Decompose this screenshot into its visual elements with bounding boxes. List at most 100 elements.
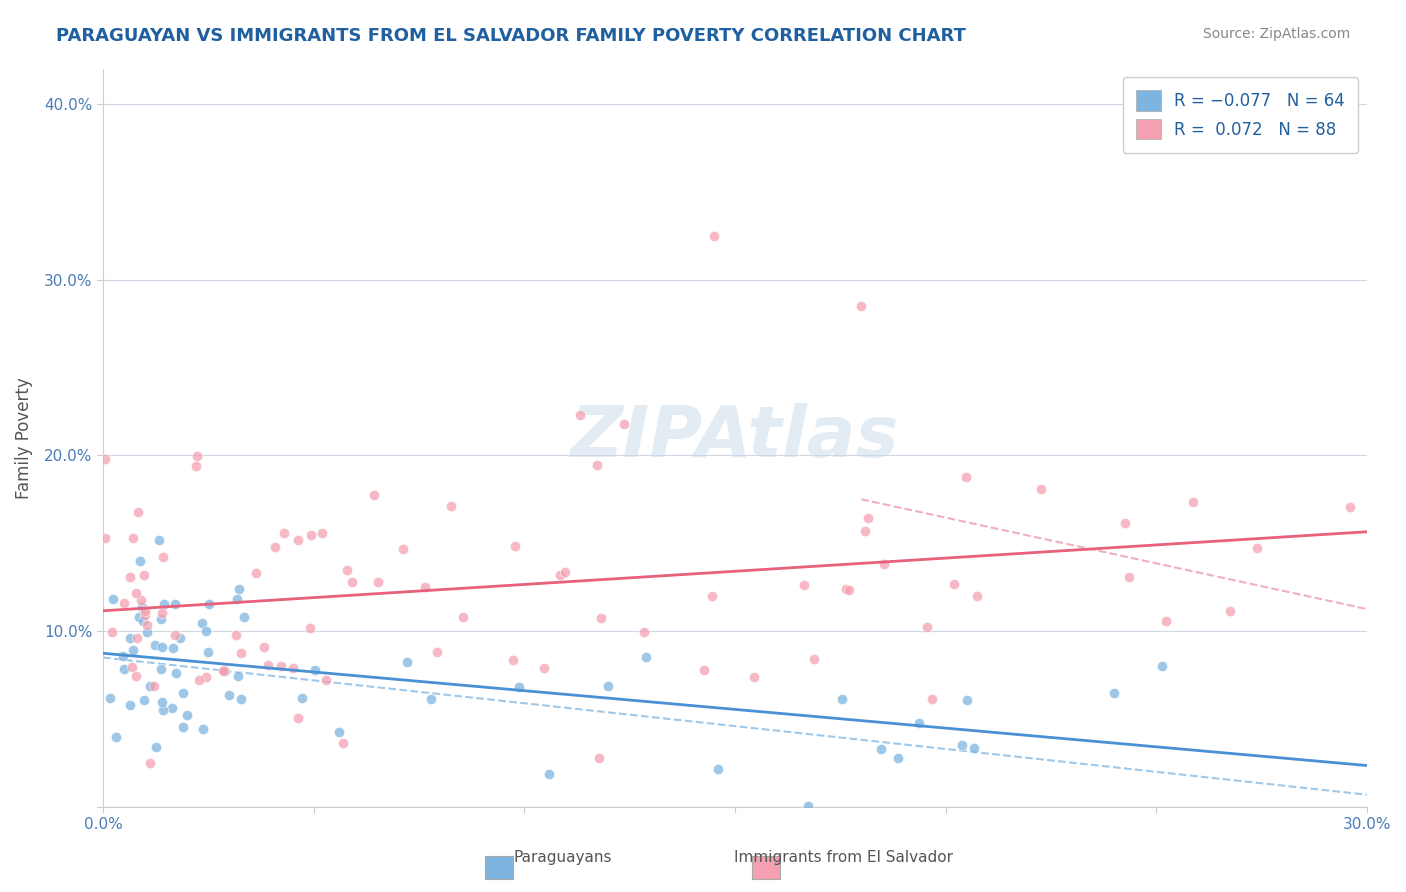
Point [145, 638, 167, 652]
Point [131, 600, 153, 615]
Point [870, 741, 893, 756]
Point [150, 695, 173, 709]
Point [225, 628, 247, 642]
Point [163, 628, 186, 642]
Legend: R = −0.077   N = 64, R =  0.072   N = 88: R = −0.077 N = 64, R = 0.072 N = 88 [1122, 77, 1358, 153]
Point [858, 510, 880, 524]
Point [229, 646, 252, 660]
Point [853, 524, 876, 539]
Point [212, 663, 235, 677]
Point [218, 688, 240, 702]
Point [1154, 614, 1177, 628]
Point [149, 612, 172, 626]
Point [966, 589, 988, 603]
Text: Paraguayans: Paraguayans [513, 850, 612, 865]
Point [281, 661, 304, 675]
Point [127, 505, 149, 519]
Point [273, 525, 295, 540]
Point [588, 751, 610, 765]
Point [128, 610, 150, 624]
Point [263, 540, 285, 554]
Point [963, 741, 986, 756]
Point [291, 691, 314, 706]
Point [703, 228, 725, 243]
Point [887, 751, 910, 765]
Point [440, 499, 463, 513]
Point [508, 680, 530, 694]
Point [332, 736, 354, 750]
Point [172, 720, 194, 734]
Point [908, 715, 931, 730]
Point [132, 693, 155, 707]
Point [94, 531, 117, 545]
Point [554, 565, 576, 579]
Point [299, 528, 322, 542]
Point [160, 701, 183, 715]
Point [145, 740, 167, 755]
Point [298, 621, 321, 635]
Point [955, 470, 977, 484]
Point [1029, 483, 1052, 497]
Point [128, 553, 150, 567]
Point [198, 597, 221, 611]
Point [586, 458, 609, 472]
Point [228, 582, 250, 596]
Point [150, 640, 173, 654]
Point [139, 679, 162, 693]
Point [165, 665, 187, 680]
Point [256, 658, 278, 673]
Point [104, 730, 127, 744]
Point [1114, 516, 1136, 530]
Point [598, 679, 620, 693]
Point [134, 607, 156, 622]
Point [336, 563, 359, 577]
Point [253, 640, 276, 654]
Point [569, 408, 592, 422]
Point [831, 691, 853, 706]
Point [835, 582, 858, 597]
Point [1339, 500, 1361, 515]
Point [1118, 569, 1140, 583]
Point [125, 585, 148, 599]
Point [134, 604, 156, 618]
Point [245, 566, 267, 580]
Point [153, 597, 176, 611]
Point [367, 575, 389, 590]
Point [956, 693, 979, 707]
Point [101, 624, 124, 639]
Point [311, 526, 333, 541]
Point [226, 669, 249, 683]
Point [538, 767, 561, 781]
Point [548, 568, 571, 582]
Point [112, 649, 135, 664]
Point [121, 660, 143, 674]
Point [172, 686, 194, 700]
Point [163, 597, 186, 611]
Point [112, 661, 135, 675]
Point [851, 299, 873, 313]
Y-axis label: Family Poverty: Family Poverty [15, 377, 32, 499]
Point [188, 673, 211, 687]
Point [419, 692, 441, 706]
Point [287, 711, 309, 725]
Point [150, 662, 173, 676]
Point [127, 631, 149, 645]
Point [229, 691, 252, 706]
Point [162, 640, 184, 655]
Point [233, 609, 256, 624]
Point [212, 664, 235, 678]
Point [921, 691, 943, 706]
Point [340, 574, 363, 589]
Point [693, 663, 716, 677]
Point [120, 698, 142, 712]
Point [122, 643, 145, 657]
Point [169, 631, 191, 645]
Point [142, 680, 165, 694]
Point [453, 610, 475, 624]
Point [152, 550, 174, 565]
Point [533, 660, 555, 674]
Point [589, 611, 612, 625]
Point [184, 459, 207, 474]
Point [186, 450, 208, 464]
Point [793, 578, 815, 592]
